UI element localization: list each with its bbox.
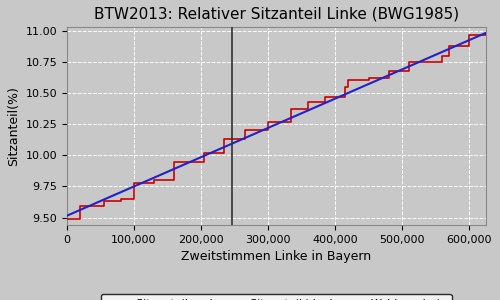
Sitzanteil real xyxy=(118,197,124,201)
Sitzanteil real xyxy=(342,95,348,99)
Sitzanteil real xyxy=(235,137,241,141)
Sitzanteil real xyxy=(483,32,489,35)
Sitzanteil real xyxy=(131,197,137,201)
Sitzanteil real xyxy=(222,151,228,155)
Sitzanteil real xyxy=(305,100,311,104)
Sitzanteil real xyxy=(446,44,452,48)
Legend: Sitzanteil real, Sitzanteil ideal, Wahlergebnis: Sitzanteil real, Sitzanteil ideal, Wahle… xyxy=(101,294,452,300)
Sitzanteil real xyxy=(466,44,472,48)
Sitzanteil real xyxy=(466,33,472,37)
Sitzanteil real xyxy=(288,108,294,111)
Sitzanteil real xyxy=(202,160,207,164)
Sitzanteil real xyxy=(346,85,352,89)
Sitzanteil real xyxy=(265,120,271,124)
Sitzanteil real xyxy=(483,33,489,37)
Sitzanteil real xyxy=(406,69,411,73)
Sitzanteil real xyxy=(78,205,84,208)
Sitzanteil real xyxy=(342,85,348,89)
Sitzanteil real xyxy=(242,129,248,132)
Sitzanteil real xyxy=(265,129,271,132)
X-axis label: Zweitstimmen Linke in Bayern: Zweitstimmen Linke in Bayern xyxy=(182,250,372,263)
Sitzanteil real xyxy=(366,78,372,81)
Sitzanteil real xyxy=(78,217,84,220)
Sitzanteil real xyxy=(235,137,241,141)
Sitzanteil real xyxy=(151,178,157,182)
Sitzanteil real xyxy=(386,76,392,80)
Sitzanteil real xyxy=(346,78,352,81)
Sitzanteil real xyxy=(171,160,177,164)
Sitzanteil real xyxy=(242,137,248,141)
Title: BTW2013: Relativer Sitzanteil Linke (BWG1985): BTW2013: Relativer Sitzanteil Linke (BWG… xyxy=(94,7,459,22)
Sitzanteil real xyxy=(101,200,107,203)
Sitzanteil real xyxy=(366,76,372,80)
Sitzanteil real xyxy=(305,108,311,111)
Line: Sitzanteil real: Sitzanteil real xyxy=(67,34,486,219)
Sitzanteil real xyxy=(101,205,107,208)
Sitzanteil real xyxy=(322,95,328,99)
Sitzanteil real xyxy=(181,160,187,164)
Sitzanteil real xyxy=(131,181,137,184)
Sitzanteil real xyxy=(181,160,187,164)
Sitzanteil real xyxy=(222,137,228,141)
Sitzanteil real xyxy=(151,181,157,184)
Sitzanteil real xyxy=(64,217,70,220)
Sitzanteil real xyxy=(406,60,411,64)
Sitzanteil real xyxy=(202,151,207,155)
Sitzanteil real xyxy=(171,178,177,182)
Sitzanteil real xyxy=(446,54,452,58)
Y-axis label: Sitzanteil(%): Sitzanteil(%) xyxy=(7,86,20,166)
Sitzanteil real xyxy=(386,69,392,73)
Sitzanteil real xyxy=(288,120,294,124)
Sitzanteil real xyxy=(439,60,445,64)
Sitzanteil real xyxy=(118,200,124,203)
Sitzanteil real xyxy=(439,54,445,58)
Sitzanteil real xyxy=(322,100,328,104)
